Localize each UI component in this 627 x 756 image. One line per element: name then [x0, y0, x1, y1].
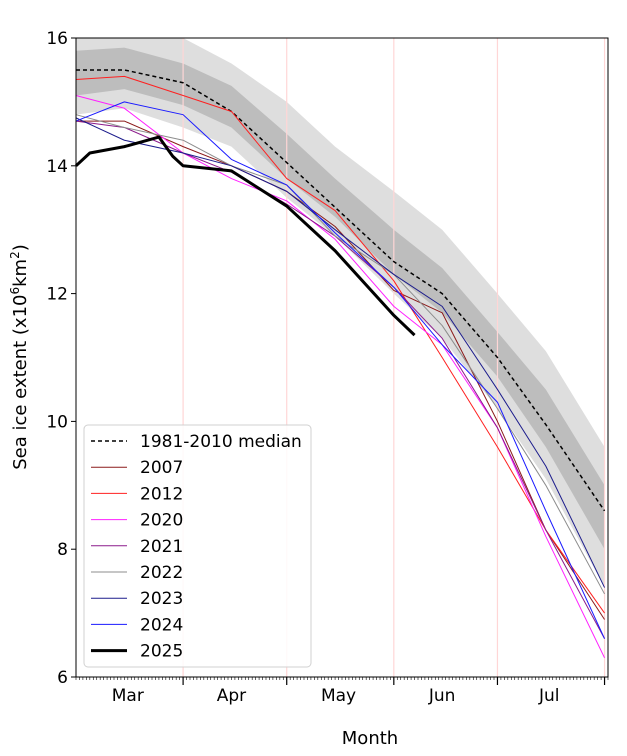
series-line-2022 — [75, 114, 605, 595]
x-axis-label: Month — [342, 728, 398, 749]
legend-label: 1981-2010 median — [140, 432, 302, 452]
legend-box — [83, 424, 312, 668]
y-tick-label: 12 — [46, 285, 68, 305]
legend-label: 2007 — [140, 458, 183, 478]
series-line-2025 — [74, 135, 416, 337]
x-tick-label-apr: Apr — [217, 686, 246, 706]
series-line-2023 — [75, 117, 605, 588]
legend-label: 2021 — [140, 537, 183, 557]
y-tick-label: 6 — [57, 668, 68, 688]
y-tick-label: 16 — [46, 29, 68, 49]
y-axis-label: Sea ice extent (x106km2) — [8, 244, 31, 470]
legend: 1981-2010 median 2007 2012 2020 2021 2022 2023… — [83, 424, 312, 668]
legend-label: 2024 — [140, 615, 183, 635]
legend-label: 2012 — [140, 484, 183, 504]
x-tick-label-mar: Mar — [112, 686, 144, 706]
x-tick-label-jun: Jun — [428, 686, 456, 706]
series-line-2024 — [75, 101, 605, 639]
y-tick-label: 8 — [57, 540, 68, 560]
interdecile-band — [76, 38, 605, 588]
y-tick-label: 14 — [46, 157, 68, 177]
x-tick-label-may: May — [321, 686, 356, 706]
series-line-1981-2010-median — [76, 69, 606, 512]
legend-label: 2023 — [140, 589, 183, 609]
legend-label: 2025 — [140, 642, 183, 662]
legend-label: 2022 — [140, 563, 183, 583]
x-tick-label-jul: Jul — [538, 686, 560, 706]
legend-label: 2020 — [140, 511, 183, 531]
series-line-2012 — [75, 75, 605, 614]
y-tick-label: 10 — [46, 412, 68, 432]
series-line-2020 — [75, 95, 605, 659]
